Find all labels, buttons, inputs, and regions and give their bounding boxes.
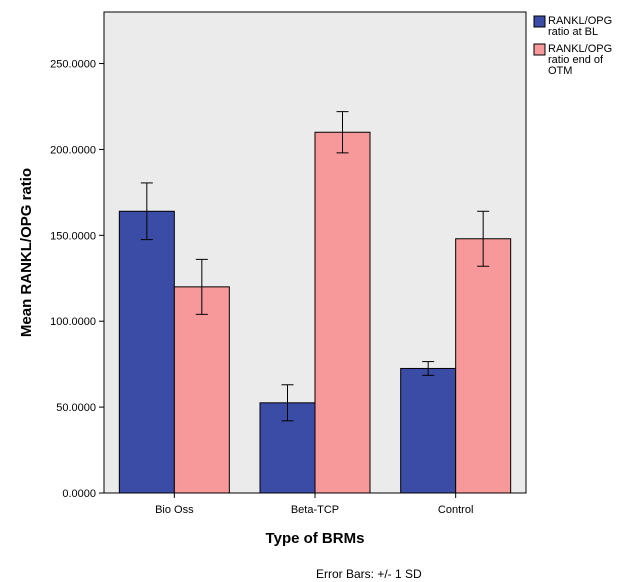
x-tick-label: Beta-TCP — [291, 504, 339, 516]
bar — [400, 367, 457, 494]
bar — [118, 210, 175, 494]
legend-label: ratio end of — [548, 54, 604, 66]
x-tick-label: Bio Oss — [155, 504, 194, 516]
y-tick-label: 150.0000 — [50, 230, 96, 242]
bar — [173, 286, 230, 494]
x-tick-label: Control — [438, 504, 473, 516]
y-tick-label: 0.0000 — [62, 488, 96, 500]
x-axis: Bio Oss Beta-TCP Control — [155, 493, 473, 516]
bar — [314, 131, 371, 494]
y-tick-label: 100.0000 — [50, 316, 96, 328]
legend-swatch — [533, 15, 546, 28]
legend-swatch — [533, 43, 546, 56]
bar — [455, 238, 512, 494]
y-tick-label: 250.0000 — [50, 59, 96, 71]
bars-layer — [118, 131, 512, 494]
error-bars-note: Error Bars: +/- 1 SD — [316, 567, 422, 581]
x-axis-title: Type of BRMs — [266, 530, 365, 547]
legend-label: RANKL/OPG — [548, 15, 612, 27]
y-axis-title: Mean RANKL/OPG ratio — [18, 168, 35, 337]
y-axis: 0.0000 50.0000 100.0000 150.0000 200.0000 250… — [50, 59, 104, 500]
legend-label: RANKL/OPG — [548, 43, 612, 55]
y-tick-label: 50.0000 — [56, 402, 96, 414]
legend-label: ratio at BL — [548, 26, 598, 38]
legend-label: OTM — [548, 65, 572, 77]
error-bars-layer — [140, 111, 490, 422]
y-tick-label: 200.0000 — [50, 144, 96, 156]
